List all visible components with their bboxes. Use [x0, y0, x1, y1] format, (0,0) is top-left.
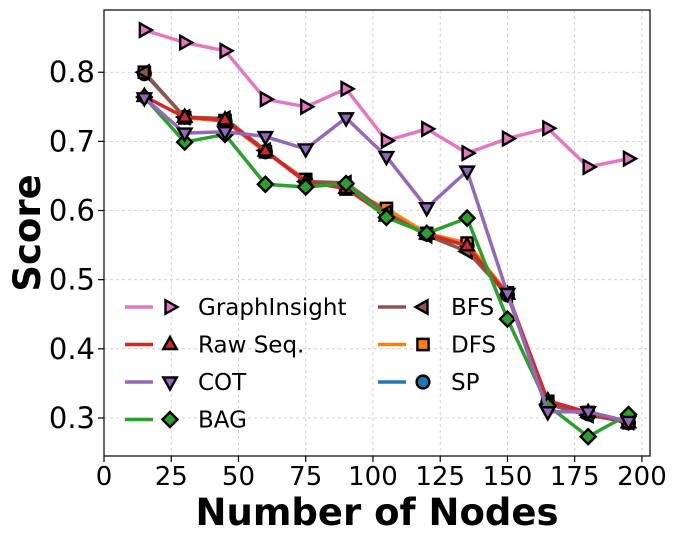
ticks: 0 25 50 75 100 125 150 175 200 0.3 0.4 0.5 0.6 0.7 0.8	[49, 55, 667, 492]
data-point-graphinsight	[259, 90, 276, 109]
data-point-cot	[538, 406, 557, 422]
data-point-cot	[216, 125, 234, 142]
data-point-graphinsight	[138, 21, 155, 39]
x-tick-label: 0	[96, 462, 113, 492]
data-point-cot	[498, 287, 517, 304]
data-point-raw-seq	[175, 107, 194, 123]
legend-item-bfs: BFS	[378, 295, 494, 321]
data-point-bag	[336, 174, 356, 193]
y-tick-label: 0.6	[49, 194, 95, 228]
data-point-bag	[498, 309, 517, 329]
axes	[103, 9, 651, 457]
legend-label-raw-seq: Raw Seq.	[198, 333, 304, 359]
x-tick-label: 200	[617, 462, 667, 492]
series-cot	[135, 92, 638, 432]
legend-label-sp: SP	[451, 370, 480, 396]
data-point-graphinsight	[622, 149, 639, 168]
data-point-cot	[337, 112, 355, 128]
data-point-cot	[417, 202, 436, 218]
legend-label-dfs: DFS	[451, 333, 496, 359]
legend-item-cot: COT	[125, 370, 247, 396]
data-point-raw-seq	[216, 109, 234, 126]
y-tick-label: 0.3	[49, 401, 95, 435]
x-axis-label: Number of Nodes	[196, 491, 559, 534]
x-tick-label: 25	[155, 462, 188, 492]
data-point-bag	[377, 208, 396, 227]
data-point-graphinsight	[501, 129, 518, 148]
x-tick-label: 100	[348, 462, 398, 492]
data-point-graphinsight	[421, 120, 437, 138]
data-point-bag	[417, 224, 436, 243]
data-point-cot	[175, 127, 194, 144]
legend-label-bfs: BFS	[451, 295, 494, 321]
y-tick-label: 0.5	[49, 263, 95, 297]
data-point-bag	[256, 175, 275, 194]
legend-marker-bfs	[413, 298, 429, 316]
series-layer	[134, 21, 639, 446]
data-point-graphinsight	[461, 144, 478, 162]
data-point-graphinsight	[380, 131, 397, 150]
data-point-cot	[256, 130, 275, 147]
y-tick-label: 0.7	[49, 124, 95, 158]
x-tick-label: 125	[415, 462, 465, 492]
legend-item-raw-seq: Raw Seq.	[125, 333, 304, 359]
data-point-cot	[377, 150, 396, 167]
x-tick-label: 50	[222, 462, 255, 492]
data-point-cot	[458, 165, 476, 182]
data-point-bag	[296, 177, 315, 197]
legend-label-cot: COT	[198, 370, 247, 396]
data-point-cot	[579, 406, 597, 422]
data-point-raw-seq	[256, 141, 275, 157]
data-point-graphinsight	[300, 98, 316, 116]
data-point-bfs	[134, 63, 151, 82]
data-point-cot	[135, 92, 154, 108]
x-tick-label: 150	[483, 462, 533, 492]
data-point-bag	[578, 427, 598, 446]
legend-label-graphinsight: GraphInsight	[198, 295, 346, 321]
legend-marker-cot	[161, 376, 179, 392]
legend-item-bag: BAG	[125, 408, 247, 434]
legend: GraphInsight Raw Seq. COT BAG BFS DFS SP	[125, 295, 496, 434]
data-point-cot	[619, 415, 638, 432]
legend-item-sp: SP	[378, 370, 480, 396]
data-point-graphinsight	[178, 33, 195, 52]
y-axis-label: Score	[6, 174, 49, 291]
y-tick-label: 0.8	[49, 55, 95, 89]
data-point-graphinsight	[582, 158, 599, 176]
legend-item-graphinsight: GraphInsight	[125, 295, 346, 321]
legend-item-dfs: DFS	[378, 333, 496, 359]
plot-frame	[103, 9, 651, 457]
data-point-graphinsight	[340, 80, 357, 98]
data-point-cot	[296, 143, 315, 159]
legend-label-bag: BAG	[198, 408, 247, 434]
series-graphinsight	[138, 21, 639, 176]
data-point-graphinsight	[219, 41, 235, 60]
legend-marker-dfs	[416, 337, 430, 352]
data-point-bag	[457, 208, 477, 228]
legend-marker-graphinsight	[164, 298, 180, 316]
data-point-raw-seq	[458, 235, 476, 252]
data-point-graphinsight	[542, 119, 558, 138]
y-tick-label: 0.4	[49, 332, 95, 366]
x-tick-label: 75	[289, 462, 322, 492]
x-tick-label: 175	[550, 462, 600, 492]
legend-marker-bag	[160, 410, 180, 429]
legend-marker-raw-seq	[161, 334, 179, 351]
legend-marker-sp	[415, 374, 431, 390]
